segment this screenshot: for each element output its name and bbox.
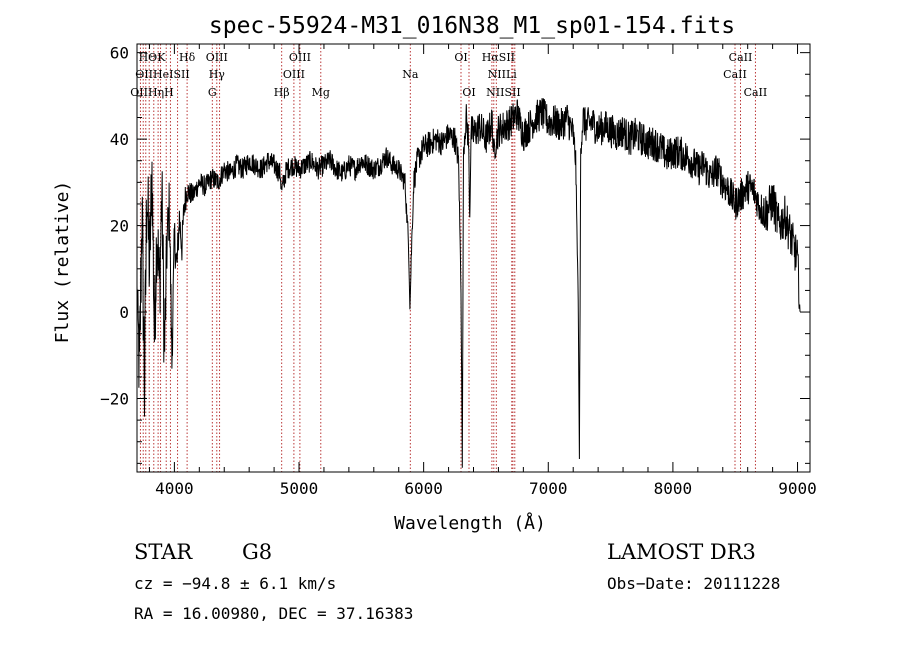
line-label-11: NIILi (488, 68, 518, 81)
x-tick-label-4: 8000 (654, 479, 693, 498)
line-label-14: G (208, 86, 217, 99)
line-label-4: OI (454, 51, 467, 64)
line-label-7: OIIHeISII (135, 68, 189, 81)
x-tick-label-2: 6000 (404, 479, 443, 498)
line-label-9: OIII (283, 68, 305, 81)
line-label-0: HΘK (139, 51, 167, 64)
emission-line-markers (139, 44, 756, 472)
x-tick-label-5: 9000 (778, 479, 817, 498)
x-tick-label-3: 7000 (529, 479, 568, 498)
line-label-5: HαSII (482, 51, 515, 64)
line-label-6: CaII (729, 51, 753, 64)
observation-date: Obs−Date: 20111228 (607, 574, 781, 593)
survey-name: LAMOST DR3 (607, 540, 756, 564)
chart-title: spec-55924-M31_016N38_M1_sp01-154.fits (209, 13, 735, 39)
y-axis-label: Flux (relative) (52, 181, 73, 344)
line-label-1: Hδ (179, 51, 196, 64)
coordinates: RA = 16.00980, DEC = 37.16383 (134, 604, 414, 623)
emission-line-labels: HΘK Hδ OIII OIII OI HαSII CaII OIIHeISII Hγ OIII N… (130, 51, 767, 99)
line-label-19: CaII (744, 86, 768, 99)
y-tick-label-2: 20 (110, 217, 129, 236)
object-class: STAR (134, 540, 193, 564)
line-label-12: CaII (723, 68, 747, 81)
subclass: G8 (242, 540, 273, 564)
line-label-2: OIII (206, 51, 228, 64)
plot-frame (136, 43, 811, 473)
line-label-16: Mg (312, 86, 330, 99)
y-tick-label-1: 0 (119, 303, 129, 322)
line-label-15: Hβ (274, 86, 290, 99)
spectrum-line (136, 98, 801, 468)
y-tick-label-3: 40 (110, 130, 129, 149)
x-tick-label-0: 4000 (155, 479, 194, 498)
line-label-17: OI (462, 86, 475, 99)
line-label-10: Na (402, 68, 419, 81)
x-tick-label-1: 5000 (280, 479, 319, 498)
redshift-velocity: cz = −94.8 ± 6.1 km/s (134, 574, 337, 593)
line-label-8: Hγ (209, 68, 226, 81)
line-label-18: NIISII (486, 86, 521, 99)
y-tick-label-0: −20 (100, 390, 129, 409)
axis-ticks: 4000 5000 6000 7000 8000 9000 −20 0 20 40 60 (100, 44, 817, 498)
line-label-3: OIII (289, 51, 311, 64)
y-tick-label-4: 60 (110, 44, 129, 63)
x-axis-label: Wavelength (Å) (394, 512, 546, 534)
